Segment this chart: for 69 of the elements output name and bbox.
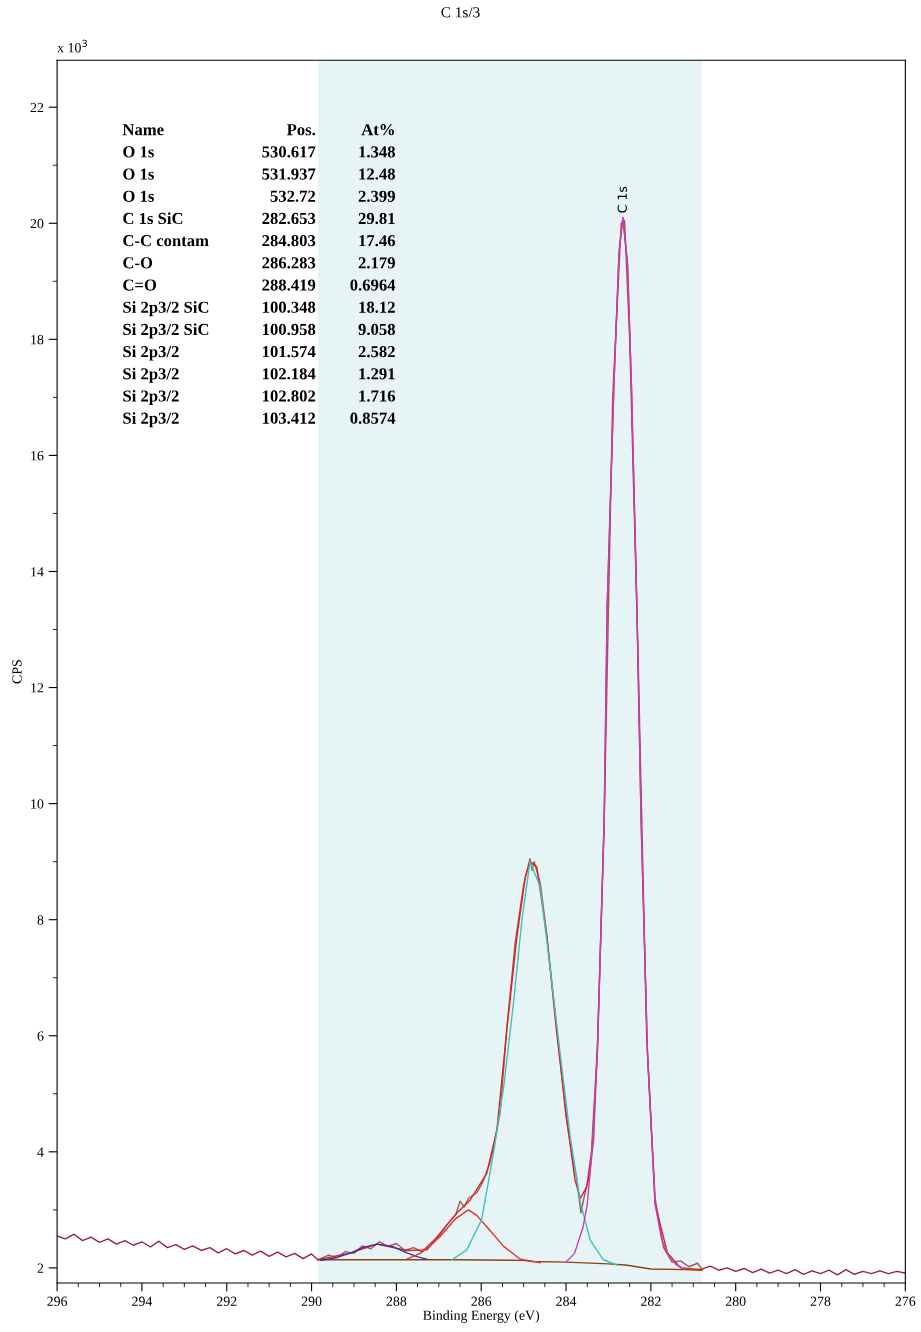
annotation: 0.6964 — [350, 279, 396, 291]
y-tick-label: 10 — [31, 799, 44, 809]
annotation: 103.412 — [262, 412, 316, 424]
annotation: 1.291 — [359, 368, 395, 380]
y-tick-label: 8 — [37, 915, 44, 925]
annotation: Si 2p3/2 — [123, 367, 179, 383]
y-tick-label: 16 — [31, 451, 44, 461]
annotation: Si 2p3/2 — [123, 389, 179, 406]
y-tick-label: 6 — [37, 1031, 44, 1041]
annotation: 286.283 — [262, 257, 316, 269]
x-tick-label: 294 — [132, 1296, 153, 1306]
annotation: 18.12 — [359, 301, 395, 313]
annotation: 0.8574 — [350, 412, 396, 424]
annotation: Si 2p3/2 SiC — [123, 323, 209, 339]
annotation: 282.653 — [262, 212, 316, 225]
annotation: O 1s — [123, 146, 154, 158]
annotation: 1.348 — [359, 146, 395, 158]
annotation: 9.058 — [358, 323, 395, 336]
annotation: Name — [122, 124, 164, 136]
y-tick-label: 12 — [31, 683, 44, 693]
annotation: 17.46 — [359, 235, 396, 247]
annotation: Pos. — [286, 124, 316, 136]
annotation: 100.348 — [262, 301, 316, 313]
x-tick-label: 288 — [386, 1296, 407, 1306]
annotation: 531.937 — [262, 168, 316, 180]
annotation: 1.716 — [359, 390, 396, 402]
annotation: 101.574 — [262, 345, 316, 358]
annotation: 530.617 — [262, 146, 316, 158]
x-tick-label: 278 — [810, 1296, 831, 1306]
x-tick-label: 276 — [895, 1296, 916, 1306]
annotation: 2.399 — [358, 190, 395, 202]
annotation: C 1s SiC — [123, 212, 183, 225]
y-tick-label: 18 — [31, 334, 44, 345]
annotation: 2.179 — [358, 257, 395, 269]
x-tick-label: 296 — [47, 1296, 68, 1306]
x-axis-title: Binding Energy (eV) — [423, 1310, 540, 1323]
annotation: C 1s — [617, 186, 627, 213]
x-tick-label: 286 — [471, 1296, 492, 1306]
text: x 10$^{3}$ — [57, 39, 87, 53]
annotation: 532.72 — [270, 190, 316, 202]
chart-title: C 1s/3 — [441, 7, 480, 18]
y-tick-label: 4 — [37, 1147, 44, 1157]
y-tick-label: 14 — [31, 567, 44, 577]
annotation: 12.48 — [359, 168, 395, 180]
annotation: Si 2p3/2 — [123, 345, 179, 361]
x-tick-label: 292 — [216, 1296, 237, 1306]
y-tick-label: 22 — [30, 102, 44, 113]
annotation: 102.802 — [262, 390, 316, 402]
y-tick-label: 2 — [37, 1263, 44, 1273]
x-tick-label: 290 — [301, 1296, 322, 1306]
annotation: C-O — [123, 257, 153, 269]
x-tick-label: 280 — [725, 1296, 746, 1306]
x-tick-label: 284 — [556, 1296, 577, 1306]
annotation: O 1s — [123, 168, 154, 180]
annotation: 102.184 — [262, 368, 316, 380]
annotation: 29.81 — [358, 212, 395, 225]
annotation: 284.803 — [262, 235, 316, 247]
y-axis-title: CPS — [12, 660, 22, 684]
annotation: O 1s — [123, 190, 154, 202]
annotation: C=O — [123, 279, 157, 291]
y-tick-label: 20 — [30, 218, 44, 229]
annotation: Si 2p3/2 SiC — [123, 301, 209, 317]
annotation: 288.419 — [262, 279, 316, 291]
x-tick-label: 282 — [641, 1296, 661, 1306]
annotation: C-C contam — [123, 235, 209, 247]
annotation: 2.582 — [358, 345, 395, 358]
annotation: Si 2p3/2 — [123, 412, 179, 428]
annotation: At% — [361, 124, 394, 136]
annotation: 100.958 — [262, 323, 316, 336]
